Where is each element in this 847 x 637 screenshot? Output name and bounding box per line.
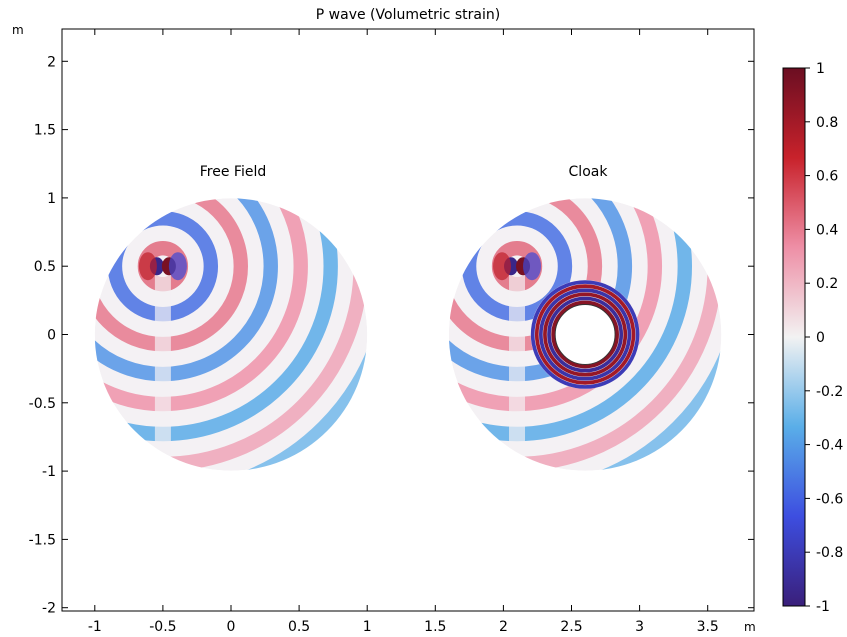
y-tick-label: 0.5 xyxy=(34,259,56,275)
y-tick-label: -0.5 xyxy=(29,396,56,412)
colorbar-tick-label: -1 xyxy=(816,599,830,615)
colorbar-axis: 1 0.8 0.6 0.4 0.2 0 -0.2 -0.4 -0.6 -0.8 -1 xyxy=(805,61,843,615)
colorbar-tick-label: 0.6 xyxy=(816,169,838,185)
colorbar-tick-label: -0.6 xyxy=(816,491,843,507)
y-axis: 2 1.5 1 0.5 0 -0.5 -1 -1.5 -2 xyxy=(29,54,754,617)
x-tick-label: 3 xyxy=(635,619,644,635)
x-tick-label: 2 xyxy=(499,619,508,635)
colorbar-tick-label: 0.4 xyxy=(816,222,838,238)
x-tick-label: 0 xyxy=(227,619,236,635)
panel-label-free-field: Free Field xyxy=(200,164,266,180)
colorbar-tick-label: -0.4 xyxy=(816,438,843,454)
y-tick-label: -2 xyxy=(42,601,56,617)
y-tick-label: 0 xyxy=(47,328,56,344)
x-axis: -1 -0.5 0 0.5 1 1.5 2 2.5 3 3.5 xyxy=(88,29,719,635)
colorbar-tick-label: -0.2 xyxy=(816,384,843,400)
panel-label-cloak: Cloak xyxy=(569,164,609,180)
cloak-hole xyxy=(554,304,616,365)
symmetry-seam xyxy=(154,270,171,471)
chart-title: P wave (Volumetric strain) xyxy=(316,7,500,23)
x-tick-label: -1 xyxy=(88,619,102,635)
colorbar-tick-label: 0.8 xyxy=(816,115,838,131)
x-tick-label: 1 xyxy=(363,619,372,635)
cloak-band xyxy=(543,292,628,377)
source-halo-positive xyxy=(138,252,157,281)
symmetry-seam xyxy=(509,270,526,471)
x-tick-label: 3.5 xyxy=(697,619,719,635)
cloak-band xyxy=(551,300,619,369)
cloak-band xyxy=(534,284,636,385)
x-tick-label: 0.5 xyxy=(288,619,310,635)
source-halo-negative xyxy=(168,252,187,281)
y-tick-label: 1.5 xyxy=(34,123,56,139)
cloak-band xyxy=(547,296,624,373)
colorbar-tick-label: 1 xyxy=(816,61,825,77)
cloak-band xyxy=(539,288,632,381)
y-tick-label: -1 xyxy=(42,464,56,480)
colorbar xyxy=(782,67,806,607)
x-unit-label: m xyxy=(744,620,756,634)
cloak-panel xyxy=(448,198,722,471)
x-tick-label: 2.5 xyxy=(560,619,582,635)
colorbar-tick-label: 0.2 xyxy=(816,276,838,292)
plot-frame xyxy=(61,28,755,612)
source-halo-negative xyxy=(523,252,542,281)
y-tick-label: 2 xyxy=(47,54,56,70)
x-tick-label: 1.5 xyxy=(424,619,446,635)
source-halo-positive xyxy=(493,252,512,281)
y-tick-label: -1.5 xyxy=(29,532,56,548)
x-tick-label: -0.5 xyxy=(149,619,176,635)
y-tick-label: 1 xyxy=(47,191,56,207)
colorbar-tick-label: 0 xyxy=(816,330,825,346)
colorbar-tick-label: -0.8 xyxy=(816,545,843,561)
cloak-band xyxy=(530,280,640,389)
y-unit-label: m xyxy=(12,23,24,37)
